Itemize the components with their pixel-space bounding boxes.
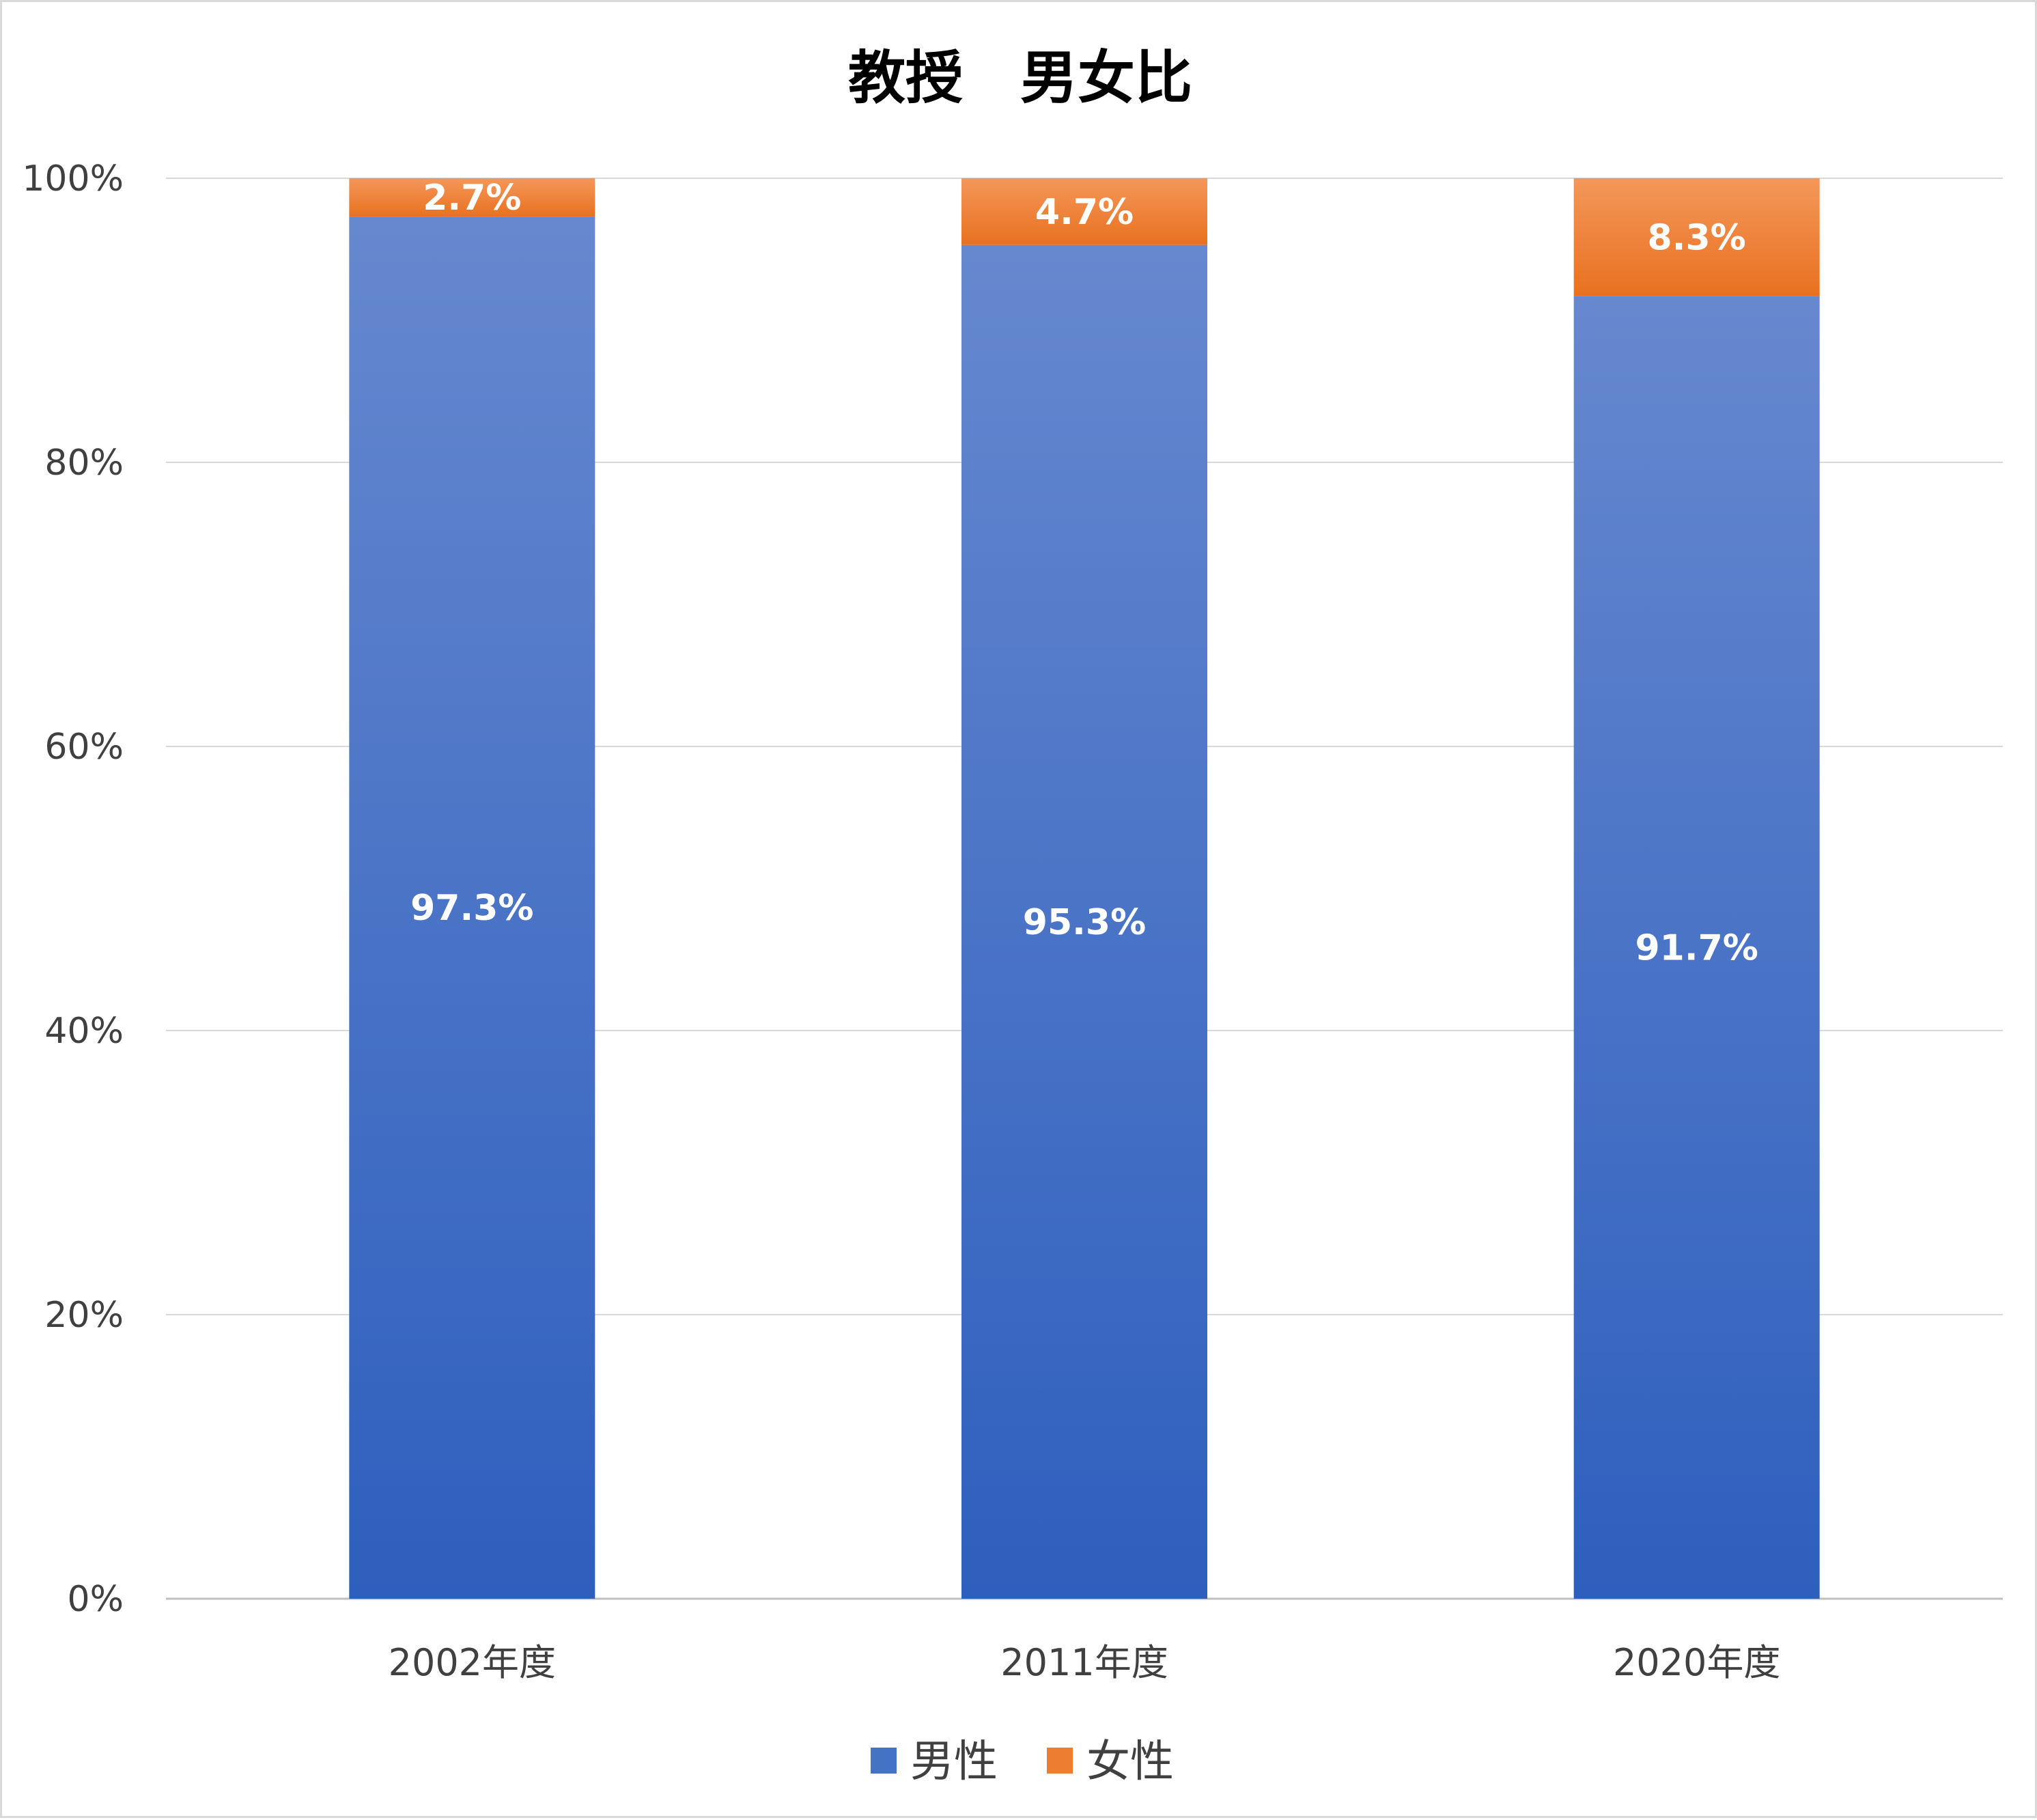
data-label: 8.3% [1648, 217, 1746, 258]
bar-segment-female [961, 178, 1207, 245]
legend-swatch-female [1047, 1748, 1073, 1774]
y-tick-label: 100% [22, 158, 124, 199]
y-tick-label: 40% [44, 1011, 124, 1052]
legend-swatch-male [871, 1748, 897, 1774]
x-category-label: 2002年度 [389, 1641, 556, 1684]
bar-segment-female [1573, 178, 1820, 296]
data-label: 95.3% [1023, 902, 1146, 943]
y-tick-label: 80% [44, 443, 124, 484]
legend-label: 男性 [910, 1737, 998, 1787]
data-label: 91.7% [1635, 927, 1758, 968]
x-category-label: 2020年度 [1613, 1641, 1780, 1684]
x-category-label: 2011年度 [1000, 1641, 1168, 1684]
y-tick-label: 0% [68, 1579, 124, 1620]
bar-segment-female [349, 178, 595, 217]
legend-label: 女性 [1086, 1737, 1174, 1787]
bar-segment-male [349, 216, 595, 1599]
chart-title: 教授 男女比 [848, 44, 1192, 111]
y-tick-label: 20% [44, 1295, 124, 1336]
bar-segment-male [1573, 296, 1820, 1599]
bar-segment-male [961, 244, 1207, 1599]
data-label: 4.7% [1035, 192, 1134, 233]
data-label: 2.7% [423, 178, 521, 219]
y-tick-label: 60% [44, 727, 124, 768]
data-label: 97.3% [410, 888, 533, 929]
